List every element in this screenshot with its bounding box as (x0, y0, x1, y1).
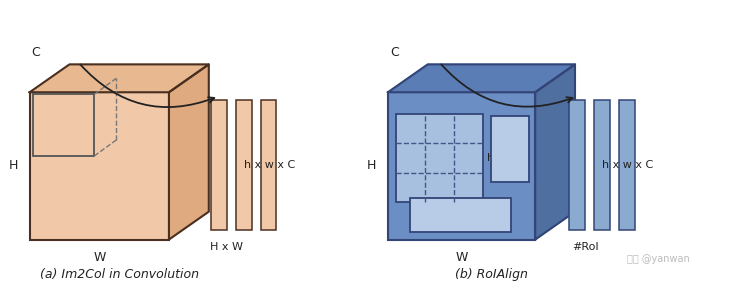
Bar (260, 100, 277, 230)
Text: w: w (54, 139, 63, 149)
Text: (b) RoIAlign: (b) RoIAlign (455, 268, 528, 281)
Polygon shape (169, 65, 209, 240)
Bar (235, 100, 252, 230)
Text: h: h (488, 153, 494, 163)
Text: W: W (455, 251, 468, 264)
Text: h: h (83, 117, 90, 127)
Text: H: H (366, 159, 376, 173)
Bar (211, 100, 226, 230)
Text: H x W: H x W (210, 242, 243, 251)
Bar (619, 100, 635, 230)
Bar (30, 92, 169, 240)
Text: C: C (32, 46, 41, 59)
Bar (388, 92, 535, 240)
Text: W: W (93, 251, 106, 264)
Bar (396, 114, 483, 202)
Bar (491, 116, 529, 182)
Text: h x w x C: h x w x C (602, 160, 653, 170)
Text: C: C (390, 46, 399, 59)
Text: (a) Im2Col in Convolution: (a) Im2Col in Convolution (40, 268, 199, 281)
Text: #RoI: #RoI (571, 242, 598, 251)
Bar (33, 94, 94, 156)
Polygon shape (388, 65, 575, 92)
Bar (594, 100, 610, 230)
Polygon shape (535, 65, 575, 240)
Text: H: H (8, 159, 18, 173)
Text: 知乎 @yanwan: 知乎 @yanwan (628, 254, 690, 264)
Text: h x w x C: h x w x C (243, 160, 295, 170)
Bar (569, 100, 585, 230)
Bar (410, 198, 511, 232)
Text: w: w (435, 212, 444, 222)
Polygon shape (30, 65, 209, 92)
